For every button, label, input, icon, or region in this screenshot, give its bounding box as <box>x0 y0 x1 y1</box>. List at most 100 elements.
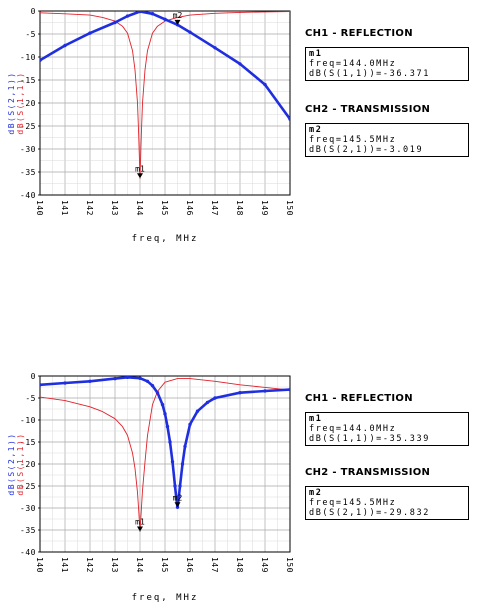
x-tick-label: 149 <box>260 200 269 216</box>
data-point <box>163 412 167 416</box>
data-point <box>263 389 267 393</box>
y-tick-label: -15 <box>20 438 36 447</box>
marker-name: m2 <box>309 488 323 498</box>
marker-m2: m2 <box>173 493 183 508</box>
data-point <box>213 46 217 50</box>
ch1-title: CH1 - REFLECTION <box>305 393 413 404</box>
data-point <box>40 383 42 387</box>
data-point <box>178 484 182 488</box>
marker-freq: freq=145.5MHz <box>309 498 397 508</box>
data-point <box>177 495 181 499</box>
marker-label: m1 <box>135 517 145 526</box>
ch2-title: CH2 - TRANSMISSION <box>305 104 431 115</box>
y-axis-label-line: dB(S(1,1)) <box>16 71 25 134</box>
x-tick-label: 142 <box>85 200 94 216</box>
x-tick-label: 145 <box>160 557 169 573</box>
marker-m1: m1 <box>135 164 145 179</box>
marker-freq: freq=144.0MHz <box>309 59 397 69</box>
x-tick-label: 141 <box>60 200 69 216</box>
marker-label: m2 <box>173 493 183 502</box>
data-point <box>238 391 242 395</box>
x-tick-label: 148 <box>235 557 244 573</box>
marker-value: dB(S(2,1))=-3.019 <box>309 145 424 155</box>
data-point <box>173 484 177 488</box>
marker-arrow <box>174 19 181 25</box>
marker-m1: m1 <box>135 517 145 532</box>
data-point <box>88 379 92 383</box>
y-tick-label: -10 <box>20 53 36 62</box>
series-group <box>40 376 290 532</box>
x-tick-label: 146 <box>185 200 194 216</box>
y-axis-label-line: dB(S(1,1)) <box>16 432 25 495</box>
marker-name: m1 <box>309 414 323 424</box>
marker-m1-readout: m1 freq=144.0MHz dB(S(1,1))=-35.339 <box>305 412 469 446</box>
marker-arrow <box>137 526 143 532</box>
series-line-s21 <box>40 376 290 509</box>
data-point <box>288 117 290 121</box>
y-tick-label: -40 <box>20 548 36 557</box>
marker-readouts: CH1 - REFLECTION m1 freq=144.0MHz dB(S(1… <box>305 393 481 520</box>
data-point <box>150 12 155 16</box>
data-point <box>205 400 210 405</box>
marker-name: m2 <box>309 125 323 135</box>
x-tick-label: 147 <box>210 557 219 573</box>
y-axis-label-line: dB(S(2,1)) <box>7 71 16 134</box>
data-point <box>163 17 167 21</box>
data-point <box>138 376 142 380</box>
marker-label: m2 <box>173 11 183 20</box>
y-tick-label: -30 <box>20 504 36 513</box>
y-tick-label: -10 <box>20 416 36 425</box>
data-point <box>40 58 42 62</box>
data-point <box>195 409 200 413</box>
x-tick-label: 144 <box>135 200 144 216</box>
marker-readouts: CH1 - REFLECTION m1 freq=144.0MHz dB(S(1… <box>305 28 481 157</box>
x-tick-label: 150 <box>285 200 294 216</box>
data-point <box>183 444 187 449</box>
x-tick-label: 148 <box>235 200 244 216</box>
data-point <box>63 43 67 48</box>
chart-panel-1: 0 -5 -10 -15 -20 -25 -30 -35 -40 140 141 142 143 144 1… <box>0 0 482 270</box>
y-tick-label: -15 <box>20 76 36 85</box>
marker-value: dB(S(1,1))=-36.371 <box>309 69 430 79</box>
series-line-s11 <box>40 378 290 532</box>
marker-m2-readout: m2 freq=145.5MHz dB(S(2,1))=-29.832 <box>305 486 469 520</box>
y-tick-label: -40 <box>20 191 36 200</box>
y-axis-label: dB(S(2,1)) dB(S(1,1)) <box>7 71 25 134</box>
x-tick-label: 142 <box>85 557 94 573</box>
y-tick-label: 0 <box>31 372 36 381</box>
x-tick-label: 149 <box>260 557 269 573</box>
series-line-s21 <box>40 11 290 120</box>
marker-arrow <box>137 173 143 179</box>
x-tick-label: 140 <box>35 557 44 573</box>
x-tick-label: 141 <box>60 557 69 573</box>
ch2-title: CH2 - TRANSMISSION <box>305 467 431 478</box>
data-point <box>113 376 117 381</box>
x-axis-label: freq, MHz <box>132 234 199 244</box>
data-point <box>288 387 290 392</box>
series-group <box>40 11 290 179</box>
y-tick-label: 0 <box>31 7 36 16</box>
ch1-title: CH1 - REFLECTION <box>305 28 413 39</box>
marker-value: dB(S(2,1))=-29.832 <box>309 508 430 518</box>
marker-m1-readout: m1 freq=144.0MHz dB(S(1,1))=-36.371 <box>305 47 469 81</box>
marker-label: m1 <box>135 164 145 173</box>
data-point <box>188 422 192 427</box>
grid <box>39 375 291 553</box>
data-point <box>150 383 155 388</box>
data-point <box>88 31 92 35</box>
data-point <box>168 440 172 444</box>
data-point <box>155 391 160 395</box>
y-axis-label: dB(S(2,1)) dB(S(1,1)) <box>7 432 25 495</box>
data-point <box>113 20 117 25</box>
x-tick-label: 147 <box>210 200 219 216</box>
marker-arrow <box>174 502 181 508</box>
marker-m2-readout: m2 freq=145.5MHz dB(S(2,1))=-3.019 <box>305 123 469 157</box>
data-point <box>188 30 192 34</box>
x-tick-label: 140 <box>35 200 44 216</box>
data-point <box>180 462 185 466</box>
data-point <box>145 379 150 383</box>
y-tick-label: -20 <box>20 460 36 469</box>
marker-m2: m2 <box>173 11 183 25</box>
